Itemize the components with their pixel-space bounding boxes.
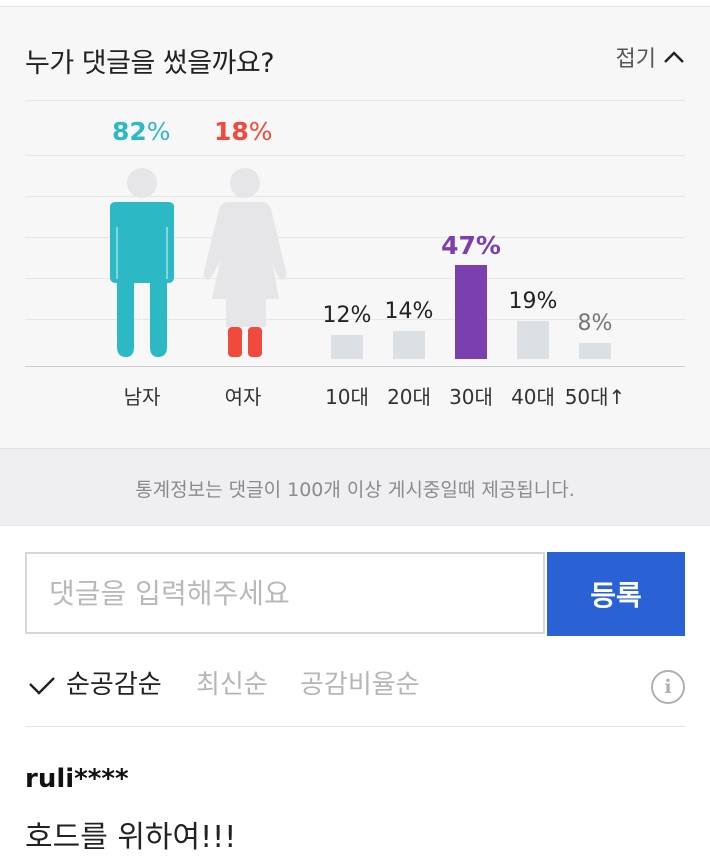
grid-line [25, 319, 685, 320]
comment-text: 호드를 위하여!!! [25, 820, 237, 855]
comment-input[interactable] [25, 552, 545, 634]
age-bar [455, 265, 487, 359]
age-bar [393, 331, 425, 359]
age-bar-value: 14% [384, 299, 434, 324]
sort-option-latest[interactable]: 최신순 [196, 670, 268, 700]
check-icon [29, 677, 55, 695]
age-bar-value: 8% [577, 311, 613, 336]
submit-button[interactable]: 등록 [547, 552, 685, 636]
age-bar-value: 12% [322, 303, 372, 328]
fold-label: 접기 [615, 47, 656, 72]
male-icon [110, 168, 174, 357]
grid-line [25, 278, 685, 279]
age-category-label: 10대 [325, 385, 369, 409]
age-category-label: 40대 [511, 385, 555, 409]
chevron-up-icon [664, 51, 684, 63]
grid-line [25, 100, 685, 101]
grid-line [25, 155, 685, 156]
stats-notice: 통계정보는 댓글이 100개 이상 게시중일때 제공됩니다. [0, 448, 710, 526]
age-bar [331, 335, 363, 359]
age-category-label: 50대↑ [564, 385, 626, 409]
age-category-label: 30대 [449, 385, 493, 409]
info-icon[interactable]: i [651, 670, 685, 704]
chart-baseline [25, 366, 685, 367]
comment-stats-panel: 누가 댓글을 썼을까요? 접기 82% 18% 남자 여자 12% 10대 14% 2… [0, 7, 710, 448]
gender-label-female: 여자 [224, 385, 262, 409]
male-percent: 82% [112, 117, 171, 146]
stats-title: 누가 댓글을 썼을까요? [25, 48, 275, 79]
top-divider [0, 6, 710, 7]
sort-option-likes[interactable]: 순공감순 [66, 670, 162, 700]
age-bar [517, 321, 549, 359]
age-bar [579, 343, 611, 359]
grid-line [25, 237, 685, 238]
age-category-label: 20대 [387, 385, 431, 409]
female-icon [203, 168, 287, 357]
age-bar-value: 47% [441, 231, 501, 260]
comment-divider [25, 726, 685, 727]
notice-text: 통계정보는 댓글이 100개 이상 게시중일때 제공됩니다. [135, 479, 575, 501]
age-bar-value: 19% [508, 289, 558, 314]
gender-label-male: 남자 [123, 385, 161, 409]
grid-line [25, 196, 685, 197]
female-percent: 18% [214, 117, 273, 146]
sort-option-ratio[interactable]: 공감비율순 [300, 670, 420, 700]
fold-toggle[interactable]: 접기 [616, 41, 686, 73]
comment-author: ruli**** [25, 764, 129, 794]
